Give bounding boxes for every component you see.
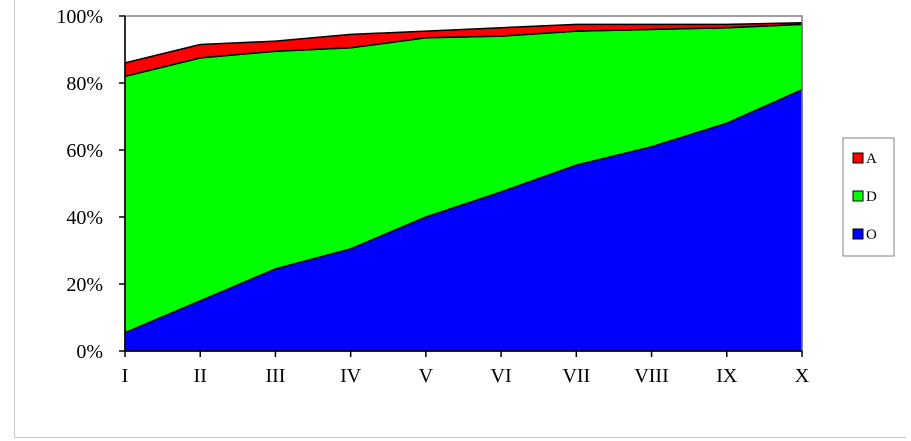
y-tick-label: 80% — [66, 73, 103, 95]
legend-swatch-o — [852, 228, 864, 240]
legend-box — [842, 137, 895, 257]
y-tick-label: 40% — [66, 207, 103, 229]
legend: A D O — [842, 137, 895, 257]
y-tick-label: 20% — [66, 274, 103, 296]
x-tick-label: VII — [562, 365, 590, 387]
x-axis: I II III IV V VI VII VIII IX X — [122, 350, 810, 387]
legend-label-d: D — [866, 189, 877, 205]
x-tick-label: VIII — [634, 365, 668, 387]
legend-swatch-d — [852, 190, 864, 202]
y-axis: 0% 20% 40% 60% 80% 100% — [56, 6, 126, 363]
legend-swatch-a — [852, 152, 864, 164]
x-tick-label: II — [194, 365, 207, 387]
x-tick-label: X — [795, 365, 810, 387]
x-tick-label: V — [419, 365, 434, 387]
x-tick-label: I — [122, 365, 129, 387]
y-tick-label: 0% — [76, 341, 103, 363]
y-tick-label: 100% — [56, 6, 103, 28]
legend-label-a: A — [866, 151, 877, 167]
x-tick-label: III — [265, 365, 285, 387]
x-tick-label: IV — [340, 365, 362, 387]
x-tick-label: VI — [491, 365, 512, 387]
chart-frame — [14, 0, 906, 438]
legend-label-o: O — [866, 227, 877, 243]
x-tick-label: IX — [716, 365, 738, 387]
y-tick-label: 60% — [66, 140, 103, 162]
plot-areas — [124, 21, 803, 352]
